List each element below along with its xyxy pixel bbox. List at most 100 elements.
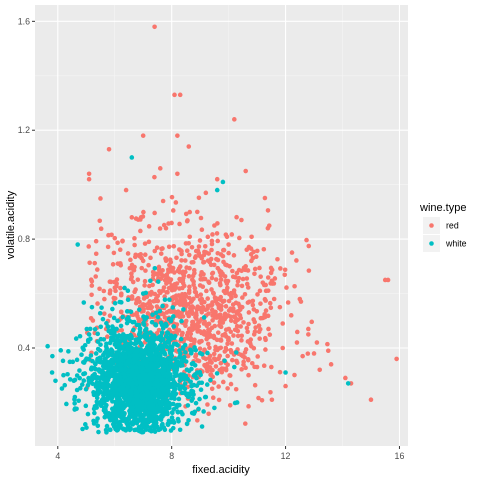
white-point [181,307,186,312]
red-point [125,251,131,256]
red-point [183,211,189,217]
white-point [125,297,131,303]
white-point [85,411,91,417]
white-point [197,350,203,356]
white-point [155,335,161,341]
white-point [141,320,146,326]
red-point [265,275,271,280]
white-point [144,330,149,336]
white-point [114,358,120,364]
red-point [328,362,334,367]
red-point [229,232,235,237]
red-point [394,356,399,362]
red-point [257,265,262,271]
red-point [123,187,129,193]
white-point [159,343,165,349]
white-point [144,367,150,373]
red-point [101,311,107,316]
red-point [214,315,219,320]
white-point [118,392,124,397]
red-point [243,421,248,426]
white-point [127,411,133,417]
red-point [217,315,223,321]
red-point [157,288,162,294]
red-point [208,262,214,268]
white-point [122,285,127,291]
white-point [181,354,187,360]
red-point [142,241,148,246]
white-point [179,390,185,396]
red-point [191,282,196,288]
white-point [121,388,126,393]
red-point [143,268,148,273]
red-point [186,240,191,246]
red-point [240,276,246,282]
red-point [265,288,271,293]
white-point [135,348,140,354]
red-point [133,287,138,292]
white-point [83,422,88,427]
white-point [118,362,123,367]
white-point [208,377,213,383]
red-point [188,343,194,348]
white-point [146,401,152,406]
white-point [126,334,131,340]
red-point [166,244,172,250]
white-point [77,375,82,381]
red-point [251,307,257,312]
white-point [147,339,152,345]
red-point [278,266,283,271]
white-point [125,288,131,294]
red-point [97,286,102,292]
red-point [277,304,283,310]
legend-label-red: red [446,221,459,231]
red-point [98,226,104,231]
red-point [253,325,258,330]
red-point [173,300,179,306]
white-point [118,323,124,329]
red-point [226,250,231,256]
white-point [149,319,155,325]
red-point [254,248,260,254]
white-point [93,361,98,367]
red-point [283,383,288,389]
white-point [160,385,166,391]
red-point [180,302,186,308]
white-point [146,383,152,389]
red-point [288,313,294,318]
white-point [189,388,194,394]
white-point [198,387,204,392]
red-point [187,284,192,290]
red-point [93,238,99,244]
white-point [159,330,165,336]
red-point [242,291,248,297]
white-point [176,396,182,402]
red-point [249,258,254,264]
red-point [178,278,183,284]
red-point [192,270,197,276]
red-point [233,275,238,280]
red-point [233,386,239,392]
red-point [209,238,215,244]
red-point [197,346,203,351]
white-point [178,351,183,356]
red-point [246,244,252,250]
white-point [147,427,152,433]
red-point [212,223,217,228]
white-point [143,315,149,320]
red-point [252,266,258,272]
white-point [108,416,114,422]
white-point [169,381,175,387]
white-point [177,354,183,360]
red-point [254,364,260,370]
white-point [129,155,135,160]
red-point [136,252,142,258]
red-point [86,171,92,177]
red-point [271,296,277,302]
red-point [292,283,297,289]
red-point [183,318,189,324]
red-point [225,362,230,368]
x-axis-title: fixed.acidity [192,464,250,476]
y-tick-label: 1.2 [18,125,30,135]
red-point [130,279,136,285]
